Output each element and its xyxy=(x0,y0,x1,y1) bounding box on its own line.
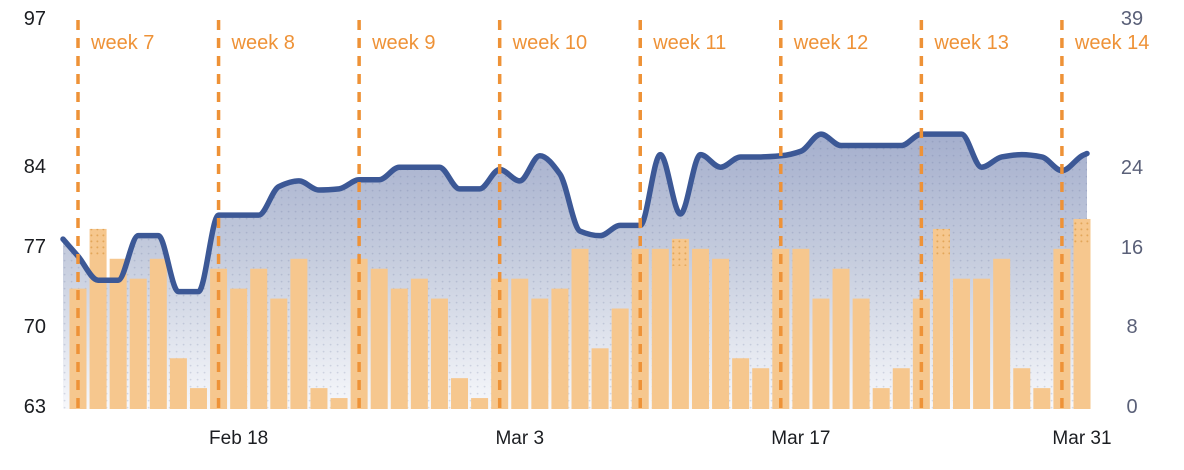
activity-bar[interactable] xyxy=(210,268,228,409)
week-label: week 7 xyxy=(91,32,155,54)
activity-bar[interactable] xyxy=(169,358,187,409)
y-axis-right-tick: 0 xyxy=(1126,396,1138,418)
activity-bar[interactable] xyxy=(230,288,248,409)
y-axis-right-tick: 39 xyxy=(1120,8,1144,30)
trend-line[interactable] xyxy=(60,131,1090,295)
week-label: week 10 xyxy=(512,32,588,54)
activity-bar[interactable] xyxy=(491,278,509,409)
activity-bar[interactable] xyxy=(732,358,750,409)
activity-bar[interactable] xyxy=(651,248,669,409)
activity-bar[interactable] xyxy=(531,298,549,409)
x-axis-date-tick: Mar 31 xyxy=(1052,428,1112,449)
activity-bar[interactable] xyxy=(310,388,328,409)
activity-bar[interactable] xyxy=(571,248,589,409)
activity-bar[interactable] xyxy=(832,268,850,409)
activity-bar[interactable] xyxy=(953,278,971,409)
week-label: week 11 xyxy=(653,32,727,54)
activity-bar[interactable] xyxy=(370,268,388,409)
activity-bar-stipple xyxy=(671,238,689,266)
activity-bar[interactable] xyxy=(89,228,107,409)
activity-bar[interactable] xyxy=(129,278,147,409)
activity-bar[interactable] xyxy=(290,258,308,409)
activity-bar[interactable] xyxy=(149,258,167,409)
y-axis-right-tick: 16 xyxy=(1120,236,1144,259)
activity-bar[interactable] xyxy=(471,398,489,409)
activity-bar[interactable] xyxy=(511,278,529,409)
x-axis-date-tick: Mar 17 xyxy=(771,428,831,449)
x-axis-date-tick: Mar 3 xyxy=(495,428,545,449)
activity-bar[interactable] xyxy=(872,388,890,409)
week-label: week 13 xyxy=(934,32,1009,54)
activity-bar[interactable] xyxy=(1073,218,1091,409)
activity-bar[interactable] xyxy=(852,298,870,409)
x-axis-date-tick: Feb 18 xyxy=(209,428,269,449)
week-label: week 12 xyxy=(793,32,869,54)
week-label: week 8 xyxy=(231,32,295,54)
y-axis-left-tick: 84 xyxy=(23,156,46,179)
activity-bar-stipple xyxy=(1073,218,1091,246)
activity-bar[interactable] xyxy=(250,268,268,409)
activity-bar[interactable] xyxy=(712,258,730,409)
y-axis-right-tick: 8 xyxy=(1126,316,1138,339)
y-axis-left-tick: 63 xyxy=(23,396,46,418)
y-axis-left-tick: 70 xyxy=(23,316,46,339)
y-axis-left-tick: 97 xyxy=(23,8,46,30)
activity-bar[interactable] xyxy=(892,368,910,409)
activity-bar[interactable] xyxy=(691,248,709,409)
activity-bar[interactable] xyxy=(812,298,830,409)
activity-bar[interactable] xyxy=(109,258,127,409)
activity-bar[interactable] xyxy=(752,368,770,409)
activity-bar[interactable] xyxy=(330,398,348,409)
activity-bar[interactable] xyxy=(430,298,448,409)
y-axis-left-tick: 77 xyxy=(23,236,46,259)
activity-bar[interactable] xyxy=(591,348,609,409)
activity-bar[interactable] xyxy=(270,298,288,409)
activity-bar[interactable] xyxy=(1013,368,1031,409)
activity-bar[interactable] xyxy=(410,278,428,409)
activity-bar[interactable] xyxy=(993,258,1011,409)
activity-bar[interactable] xyxy=(671,238,689,409)
y-axis-right-tick: 24 xyxy=(1120,157,1144,180)
activity-bar[interactable] xyxy=(611,308,629,409)
week-label: week 9 xyxy=(372,32,436,54)
activity-bar[interactable] xyxy=(973,278,991,409)
activity-bar[interactable] xyxy=(551,288,569,409)
activity-bar[interactable] xyxy=(451,378,469,409)
activity-bar[interactable] xyxy=(792,248,810,409)
week-label: week 14 xyxy=(1074,32,1150,54)
activity-bar-stipple xyxy=(89,228,107,256)
activity-bar-stipple xyxy=(932,228,950,256)
activity-bar[interactable] xyxy=(932,228,950,409)
activity-bar[interactable] xyxy=(390,288,408,409)
activity-bar[interactable] xyxy=(189,388,207,409)
activity-bar[interactable] xyxy=(1033,388,1051,409)
